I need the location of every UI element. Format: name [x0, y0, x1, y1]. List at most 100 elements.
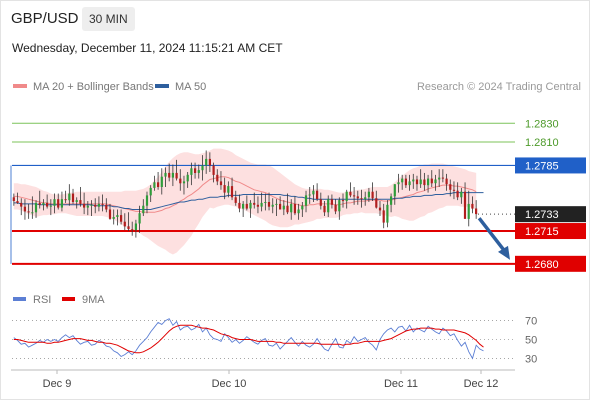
chart-header: GBP/USD 30 MIN — [0, 0, 590, 36]
candle-body — [168, 172, 171, 178]
candle-body — [112, 217, 115, 219]
candle-body — [393, 184, 396, 197]
candle-body — [456, 190, 459, 198]
candle-body — [401, 178, 404, 183]
timeframe-button[interactable]: 30 MIN — [82, 7, 135, 31]
candle-body — [419, 179, 422, 185]
candle-body — [212, 165, 215, 175]
main-legend: MA 20 + Bollinger Bands MA 50 Research ©… — [13, 81, 581, 93]
candle-body — [205, 158, 208, 166]
rsi-tick-30: 30 — [525, 353, 537, 365]
candle-body — [471, 203, 474, 209]
level-label-1.2733: 1.2733 — [525, 209, 559, 221]
candle-body — [68, 193, 71, 201]
candle-body — [245, 203, 248, 209]
candle-body — [60, 199, 63, 208]
candle-body — [201, 165, 204, 171]
ma50-legend-swatch — [155, 84, 169, 88]
ma20-legend-swatch — [13, 84, 27, 88]
candle-body — [353, 195, 356, 197]
candle-body — [279, 203, 282, 210]
candle-body — [256, 204, 259, 207]
candle-body — [190, 168, 193, 175]
candle-body — [267, 202, 271, 207]
rsi-legend-swatch — [13, 297, 26, 301]
candle-body — [275, 203, 278, 205]
candle-body — [134, 223, 137, 231]
candle-body — [467, 203, 470, 219]
candle-body — [171, 172, 174, 178]
rsi-ma-legend-label: 9MA — [82, 294, 105, 306]
candle-body — [375, 198, 378, 208]
candle-body — [194, 168, 197, 173]
timestamp-label: Wednesday, December 11, 2024 11:15:21 AM… — [12, 41, 283, 55]
candle-body — [404, 178, 407, 186]
time-tick-label: Dec 12 — [464, 378, 499, 390]
candle-body — [97, 203, 100, 207]
candle-body — [79, 200, 82, 204]
candle-body — [49, 205, 52, 207]
candle-body — [57, 199, 60, 208]
candle-body — [378, 207, 382, 211]
rsi-ma-line — [13, 324, 484, 354]
candle-body — [434, 179, 437, 184]
candle-body — [415, 179, 419, 185]
candle-body — [308, 194, 311, 196]
candle-body — [64, 199, 67, 201]
candle-body — [83, 203, 86, 208]
candle-body — [145, 195, 149, 206]
credit-label: Research © 2024 Trading Central — [417, 81, 581, 93]
candle-body — [238, 202, 241, 209]
rsi-line — [13, 318, 484, 360]
candle-body — [304, 195, 308, 206]
candle-body — [460, 191, 463, 198]
candle-body — [341, 200, 345, 202]
candle-body — [123, 221, 126, 227]
candle-body — [412, 179, 415, 182]
candle-body — [249, 202, 252, 209]
candle-body — [157, 182, 160, 187]
candle-body — [312, 190, 315, 195]
candle-body — [441, 177, 444, 179]
level-tag-1.2785 — [515, 157, 586, 174]
candle-body — [316, 190, 319, 200]
candle-body — [108, 209, 112, 219]
candle-body — [182, 181, 186, 184]
time-tick-label: Dec 9 — [43, 378, 72, 390]
candle-body — [390, 196, 393, 205]
candle-body — [46, 202, 49, 207]
candle-body — [153, 182, 156, 188]
candle-body — [253, 202, 256, 205]
candle-body — [445, 178, 448, 185]
time-tick-label: Dec 10 — [212, 378, 247, 390]
candle-body — [12, 197, 15, 201]
candle-body — [160, 176, 163, 187]
candle-body — [323, 205, 326, 213]
candle-body — [16, 201, 19, 203]
candle-body — [20, 202, 23, 207]
candle-body — [131, 229, 134, 231]
candle-body — [463, 191, 467, 219]
candle-body — [105, 204, 108, 210]
candle-body — [427, 178, 430, 186]
candle-body — [430, 178, 433, 184]
candle-body — [197, 170, 200, 173]
candle-body — [223, 185, 226, 193]
candle-body — [86, 205, 89, 208]
candle-body — [297, 209, 300, 214]
candle-body — [386, 204, 389, 223]
candle-body — [271, 204, 274, 207]
candle-body — [408, 181, 411, 186]
level-tag-1.2715 — [515, 223, 586, 240]
candle-body — [142, 205, 145, 214]
time-tick-label: Dec 11 — [384, 378, 418, 390]
candle-body — [216, 174, 219, 182]
rsi-tick-50: 50 — [525, 335, 537, 347]
candle-body — [116, 215, 119, 217]
candle-body — [367, 191, 370, 198]
candle-body — [34, 202, 38, 213]
candle-body — [319, 199, 322, 206]
candles — [12, 150, 478, 238]
candle-body — [71, 193, 75, 202]
